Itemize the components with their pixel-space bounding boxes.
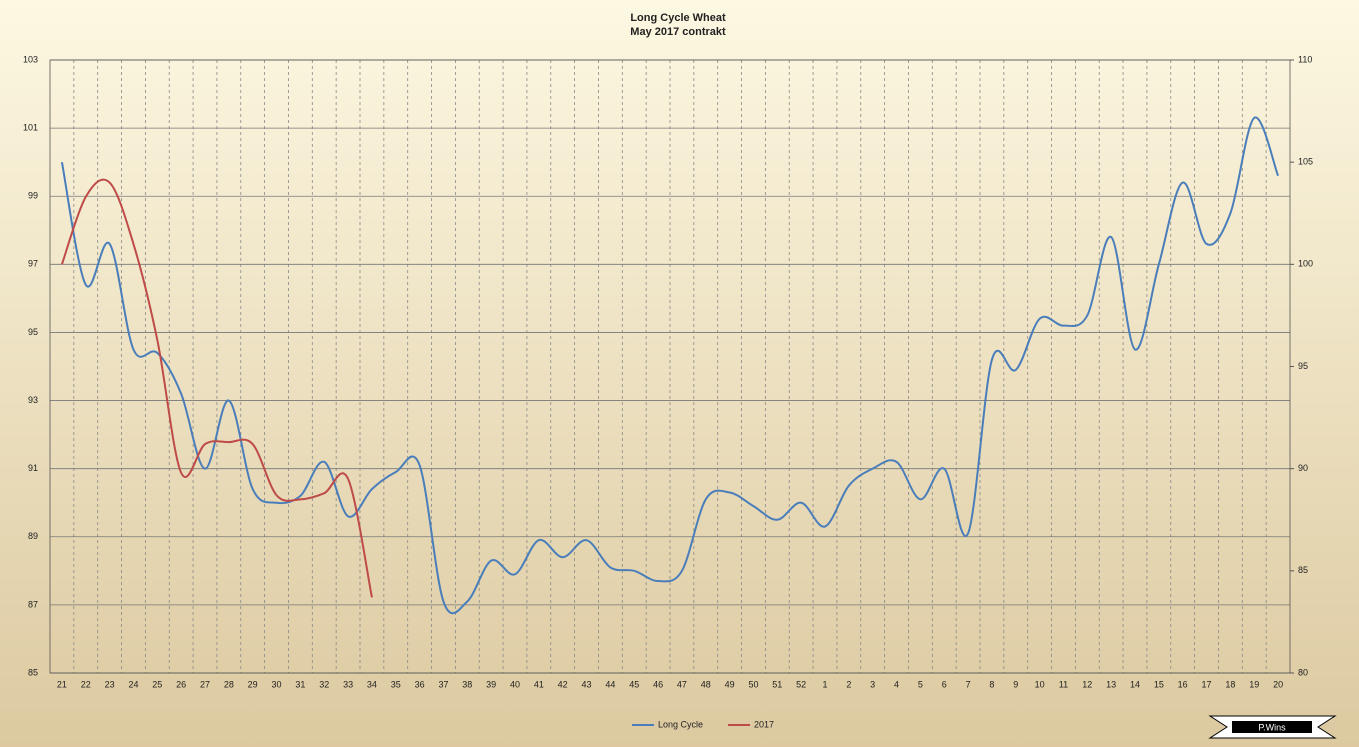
- y-tick-label: 95: [28, 327, 38, 337]
- x-tick-label: 7: [966, 679, 971, 689]
- x-tick-label: 32: [319, 679, 329, 689]
- x-tick-label: 34: [367, 679, 377, 689]
- y-tick-label: 87: [28, 599, 38, 609]
- x-tick-label: 9: [1013, 679, 1018, 689]
- x-tick-label: 25: [152, 679, 162, 689]
- y2-tick-label: 80: [1298, 667, 1308, 677]
- y2-tick-label: 105: [1298, 157, 1313, 167]
- series-line: [60, 178, 373, 598]
- x-tick-label: 51: [772, 679, 782, 689]
- x-tick-label: 31: [295, 679, 305, 689]
- x-tick-label: 5: [918, 679, 923, 689]
- x-tick-label: 12: [1082, 679, 1092, 689]
- series-line: [60, 116, 1280, 615]
- x-tick-label: 44: [605, 679, 615, 689]
- legend-label: 2017: [754, 719, 774, 729]
- x-tick-label: 28: [224, 679, 234, 689]
- x-tick-label: 37: [438, 679, 448, 689]
- x-tick-label: 20: [1273, 679, 1283, 689]
- x-tick-label: 26: [176, 679, 186, 689]
- x-tick-label: 43: [582, 679, 592, 689]
- x-tick-label: 52: [796, 679, 806, 689]
- y-tick-label: 85: [28, 667, 38, 677]
- x-tick-label: 15: [1154, 679, 1164, 689]
- x-tick-label: 46: [653, 679, 663, 689]
- x-tick-label: 24: [128, 679, 138, 689]
- y2-tick-label: 95: [1298, 361, 1308, 371]
- x-tick-label: 48: [701, 679, 711, 689]
- x-tick-label: 42: [558, 679, 568, 689]
- x-tick-label: 33: [343, 679, 353, 689]
- x-tick-label: 13: [1106, 679, 1116, 689]
- x-tick-label: 49: [725, 679, 735, 689]
- x-tick-label: 4: [894, 679, 899, 689]
- x-tick-label: 2: [846, 679, 851, 689]
- y2-tick-label: 90: [1298, 463, 1308, 473]
- chart-subtitle: May 2017 contrakt: [630, 26, 726, 38]
- x-tick-label: 41: [534, 679, 544, 689]
- y2-tick-label: 110: [1298, 54, 1312, 64]
- plot-frame: [49, 59, 1291, 674]
- x-tick-label: 27: [200, 679, 210, 689]
- x-tick-label: 29: [248, 679, 258, 689]
- y-tick-label: 93: [28, 395, 38, 405]
- x-tick-label: 6: [942, 679, 947, 689]
- x-tick-label: 35: [391, 679, 401, 689]
- x-tick-label: 50: [748, 679, 758, 689]
- y2-tick-label: 100: [1298, 259, 1313, 269]
- x-tick-label: 3: [870, 679, 875, 689]
- x-tick-label: 17: [1202, 679, 1212, 689]
- x-tick-label: 47: [677, 679, 687, 689]
- y-tick-label: 99: [28, 191, 38, 201]
- y-tick-label: 97: [28, 259, 38, 269]
- x-tick-label: 10: [1035, 679, 1045, 689]
- x-tick-label: 23: [105, 679, 115, 689]
- x-tick-label: 22: [81, 679, 91, 689]
- logo-text: P.Wins: [1258, 722, 1286, 732]
- logo: P.Wins: [1208, 715, 1337, 739]
- y-tick-label: 91: [28, 463, 38, 473]
- y-tick-label: 101: [23, 122, 38, 132]
- x-tick-label: 45: [629, 679, 639, 689]
- x-tick-label: 36: [415, 679, 425, 689]
- x-tick-label: 11: [1059, 679, 1068, 689]
- x-tick-label: 18: [1225, 679, 1235, 689]
- x-tick-label: 1: [822, 679, 827, 689]
- x-tick-label: 40: [510, 679, 520, 689]
- x-tick-label: 39: [486, 679, 496, 689]
- y2-tick-label: 85: [1298, 565, 1308, 575]
- x-tick-label: 8: [989, 679, 994, 689]
- x-tick-label: 19: [1249, 679, 1259, 689]
- x-tick-label: 21: [57, 679, 67, 689]
- x-tick-label: 38: [462, 679, 472, 689]
- chart-title: Long Cycle Wheat: [630, 12, 726, 24]
- x-tick-label: 16: [1178, 679, 1188, 689]
- x-tick-label: 30: [272, 679, 282, 689]
- legend-label: Long Cycle: [658, 719, 703, 729]
- y-tick-label: 89: [28, 531, 38, 541]
- x-tick-label: 14: [1130, 679, 1140, 689]
- y-tick-label: 103: [23, 54, 38, 64]
